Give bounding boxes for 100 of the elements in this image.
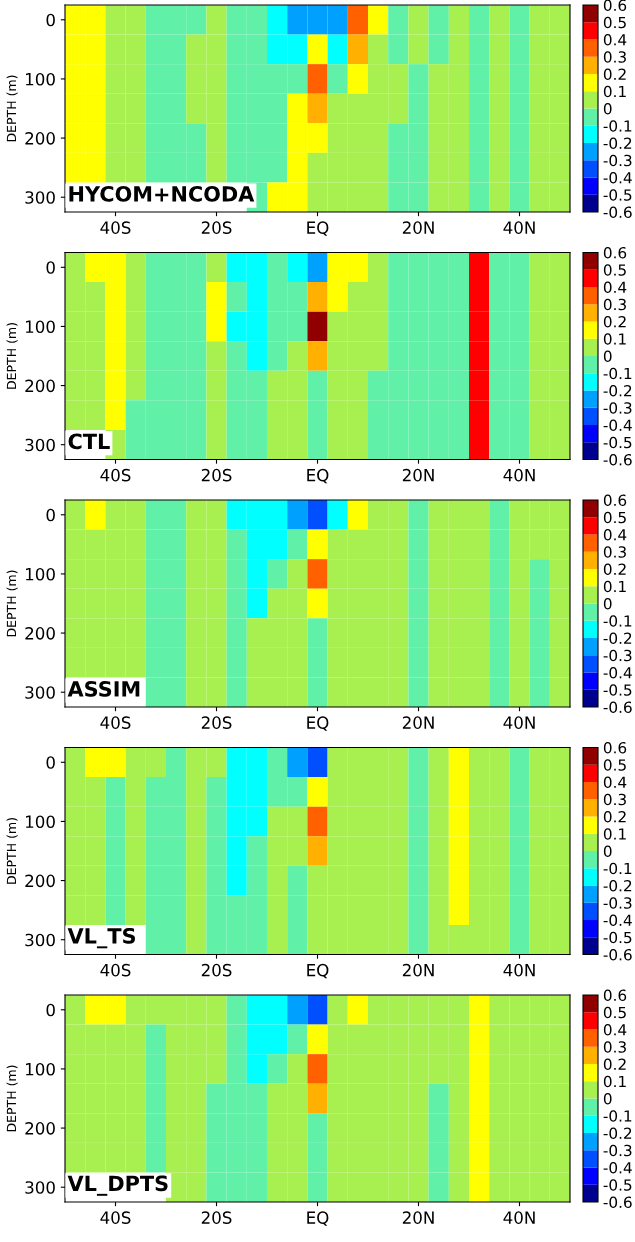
y-axis-title: DEPTH (m) [6,570,18,637]
x-tick-label: EQ [307,1211,329,1226]
color-bar-label: 0.4 [603,776,627,789]
color-bar-label: 0.3 [603,1041,626,1053]
y-tick-label: 100 [25,320,55,333]
y-tick-label: 200 [25,627,55,640]
x-tick-label: 40N [503,963,535,977]
y-tick-label: 100 [25,72,55,86]
color-bar-label: -0.4 [603,171,632,184]
color-bar-label: -0.6 [603,701,632,714]
y-tick-label: 200 [25,379,55,393]
x-tick-label: 40S [100,1211,131,1224]
x-tick-label: 20S [201,716,232,729]
annotation: ASSIM [67,681,140,697]
color-bar-label: 0.6 [603,989,627,1002]
x-tick-label: 40N [503,716,535,729]
color-bar-label: 0.2 [603,68,626,81]
color-bar-label: 0.4 [603,528,627,541]
color-bar-label: 0.6 [603,494,627,507]
color-bar-label: -0.3 [603,1144,632,1157]
y-tick-label: 200 [25,1122,55,1135]
color-bar-label: -0.5 [603,931,632,944]
color-bar-label: -0.2 [603,384,632,397]
color-bar-label: -0.1 [603,1110,632,1122]
y-tick-label: 100 [25,1062,55,1076]
color-bar-label: -0.4 [603,914,632,927]
color-bar-label: -0.6 [603,453,632,466]
x-tick-label: 40S [100,221,131,234]
color-bar-label: -0.4 [603,1161,632,1174]
annotation: VL_TS [67,927,136,949]
color-bar-label: -0.2 [603,1127,632,1140]
y-tick-label: 100 [25,815,55,828]
x-tick-label: 20S [201,468,232,482]
annotation: VL_DPTS [67,1175,168,1196]
color-bar-label: 0.1 [603,828,626,840]
y-tick-label: 300 [25,1181,55,1194]
x-tick-label: 20S [201,221,232,234]
color-bar-label: 0.5 [603,1006,626,1019]
color-bar-label: 0.3 [603,546,626,558]
color-bar-label: 0.3 [603,51,626,63]
color-bar-label: -0.3 [603,897,632,909]
color-bar-label: 0.3 [603,298,626,311]
x-tick-label: 40N [503,221,535,234]
color-bar-label: 0.5 [603,264,626,276]
color-bar-label: 0.6 [603,741,627,754]
color-bar-label: -0.3 [603,649,632,662]
y-axis-title: DEPTH (m) [6,1065,18,1132]
color-bar-label: -0.1 [603,862,632,875]
color-bar-label: 0 [603,102,612,115]
y-tick-label: 100 [25,567,55,581]
color-bar-label: 0.2 [603,1058,626,1071]
y-tick-label: 300 [25,191,55,204]
x-tick-label: 20S [201,963,232,977]
x-tick-label: 40S [100,963,131,977]
x-tick-label: 40N [503,1211,535,1224]
x-tick-label: 20N [402,963,434,977]
color-bar-label: 0.5 [603,16,626,29]
color-bar-label: 0.1 [603,1075,626,1088]
y-axis-title: DEPTH (m) [6,323,18,389]
color-bar-label: 0.4 [603,281,627,294]
y-axis-title: DEPTH (m) [6,75,18,142]
x-tick-label: EQ [307,221,329,236]
color-bar-label: -0.4 [603,666,632,679]
color-bar-label: -0.6 [603,1196,632,1209]
color-bar-label: -0.5 [603,1179,632,1191]
color-bar-label: 0.5 [603,511,626,524]
color-bar-label: -0.2 [603,137,632,150]
color-bar-label: -0.6 [603,206,632,219]
y-tick-label: 0 [46,508,55,522]
y-tick-label: 300 [25,438,55,452]
color-bar-label: 0.1 [603,85,626,98]
y-tick-label: 0 [46,261,55,274]
color-bar-label: 0 [603,597,612,610]
color-bar-label: 0.1 [603,333,626,345]
color-bar-label: -0.6 [603,948,632,961]
annotation: HYCOM+NCODA [69,186,255,202]
color-bar-label: 0 [603,350,612,363]
color-bar-label: -0.4 [603,419,632,432]
x-tick-label: 40S [100,716,131,729]
color-bar-label: 0.6 [603,0,627,12]
color-bar-label: 0.1 [603,580,626,593]
y-tick-label: 0 [46,756,55,769]
color-bar-label: 0.2 [603,315,626,328]
color-bar-label: -0.1 [603,615,632,627]
x-tick-label: 40S [100,468,131,482]
y-tick-label: 300 [25,933,55,947]
color-bar-label: 0.2 [603,810,626,823]
y-tick-label: 300 [25,686,55,699]
color-bar-label: -0.2 [603,632,632,645]
color-bar-label: -0.3 [603,154,632,167]
x-tick-label: 20N [402,716,434,729]
x-tick-label: 40N [503,468,535,482]
x-tick-label: EQ [307,716,329,731]
color-bar-label: -0.3 [603,402,632,414]
color-bar-label: 0.3 [603,793,626,806]
color-bar-label: 0.6 [603,246,627,259]
y-tick-label: 200 [25,874,55,888]
x-tick-label: EQ [307,963,329,979]
y-axis-title: DEPTH (m) [6,818,18,884]
x-tick-label: 20S [201,1211,232,1224]
